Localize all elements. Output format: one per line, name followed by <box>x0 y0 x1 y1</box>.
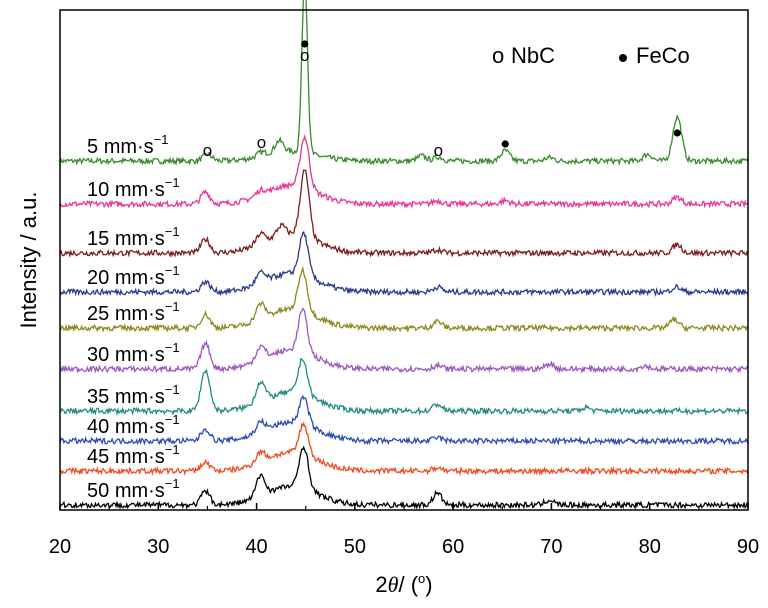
series-20-label-exponent: −1 <box>165 263 180 278</box>
series-35-label-value: 35 <box>87 386 115 408</box>
series-15-label: 15 mm·s−1 <box>87 224 180 250</box>
x-tick-label: 90 <box>737 536 759 558</box>
series-35-label: 35 mm·s−1 <box>87 382 180 408</box>
nbc-peak-marker: o <box>300 46 309 65</box>
series-15-line <box>59 169 749 258</box>
y-axis-title: Intensity / a.u. <box>16 192 41 329</box>
series-40-line <box>59 394 749 446</box>
series-20-label-value: 20 <box>87 267 115 289</box>
x-axis-title-theta: θ <box>388 572 399 597</box>
x-axis-title: 2θ/ (o) <box>375 571 432 597</box>
series-30-label: 30 mm·s−1 <box>87 340 180 366</box>
nbc-peak-marker: o <box>203 141 212 160</box>
series-10-label: 10 mm·s−1 <box>87 175 180 201</box>
series-45-label-unit: mm·s <box>115 446 165 468</box>
series-45-label: 45 mm·s−1 <box>87 442 180 468</box>
series-25-label-unit: mm·s <box>115 303 165 325</box>
feco-peak-marker <box>673 129 681 137</box>
series-5-label-unit: mm·s <box>104 136 154 158</box>
series-15-label-unit: mm·s <box>115 228 165 250</box>
feco-peak-marker <box>501 140 509 148</box>
series-30-label-value: 30 <box>87 344 115 366</box>
annotations-layer: o o o o <box>203 40 681 160</box>
legend: o NbC FeCo <box>492 43 690 68</box>
feco-peak-marker <box>301 40 309 48</box>
series-40-label-unit: mm·s <box>115 416 165 438</box>
series-20-line <box>59 231 749 297</box>
series-25-label-exponent: −1 <box>165 299 180 314</box>
series-50-label: 50 mm·s−1 <box>87 476 180 502</box>
x-axis-title-prefix: 2 <box>375 572 387 597</box>
legend-nbc-label: NbC <box>511 43 555 68</box>
series-50-label-unit: mm·s <box>115 480 165 502</box>
series-40-label-value: 40 <box>87 416 115 438</box>
series-30-label-exponent: −1 <box>165 340 180 355</box>
series-labels-layer: 5 mm·s−110 mm·s−115 mm·s−120 mm·s−125 mm… <box>87 132 180 502</box>
series-5-label: 5 mm·s−1 <box>87 132 169 158</box>
series-15-label-value: 15 <box>87 228 115 250</box>
series-45-label-value: 45 <box>87 446 115 468</box>
series-10-label-value: 10 <box>87 179 115 201</box>
series-35-line <box>59 357 749 417</box>
x-tick-label: 70 <box>540 536 562 558</box>
x-tick-label: 50 <box>344 536 366 558</box>
x-tick-label: 60 <box>442 536 464 558</box>
x-tick-label: 80 <box>639 536 661 558</box>
series-20-label: 20 mm·s−1 <box>87 263 180 289</box>
series-45-label-exponent: −1 <box>165 442 180 457</box>
series-5-label-value: 5 <box>87 136 104 158</box>
x-axis-title-degree: o <box>418 571 425 586</box>
legend-feco-label: FeCo <box>636 43 690 68</box>
series-35-label-exponent: −1 <box>165 382 180 397</box>
series-50-label-value: 50 <box>87 480 115 502</box>
nbc-peak-marker: o <box>434 141 443 160</box>
series-25-line <box>59 265 749 334</box>
series-30-line <box>59 307 749 374</box>
x-tick-label: 20 <box>49 536 71 558</box>
traces-layer <box>59 0 749 511</box>
x-tick-label: 40 <box>245 536 267 558</box>
x-axis-title-close: ) <box>425 572 432 597</box>
x-tick-label: 30 <box>147 536 169 558</box>
x-axis: 20 30 40 50 60 70 80 90 <box>49 503 759 558</box>
nbc-peak-marker: o <box>257 133 266 152</box>
series-50-label-exponent: −1 <box>165 476 180 491</box>
x-axis-title-suffix: / ( <box>398 572 418 597</box>
series-25-label: 25 mm·s−1 <box>87 299 180 325</box>
series-25-label-value: 25 <box>87 303 115 325</box>
series-30-label-unit: mm·s <box>115 344 165 366</box>
series-5-label-exponent: −1 <box>154 132 169 147</box>
series-40-label-exponent: −1 <box>165 412 180 427</box>
series-10-label-exponent: −1 <box>165 175 180 190</box>
series-10-line <box>59 134 749 209</box>
series-15-label-exponent: −1 <box>165 224 180 239</box>
legend-feco-marker <box>619 54 627 62</box>
legend-nbc-marker: o <box>492 43 504 68</box>
series-5-line <box>59 0 749 167</box>
series-40-label: 40 mm·s−1 <box>87 412 180 438</box>
series-35-label-unit: mm·s <box>115 386 165 408</box>
series-20-label-unit: mm·s <box>115 267 165 289</box>
series-10-label-unit: mm·s <box>115 179 165 201</box>
series-45-line <box>59 421 749 476</box>
